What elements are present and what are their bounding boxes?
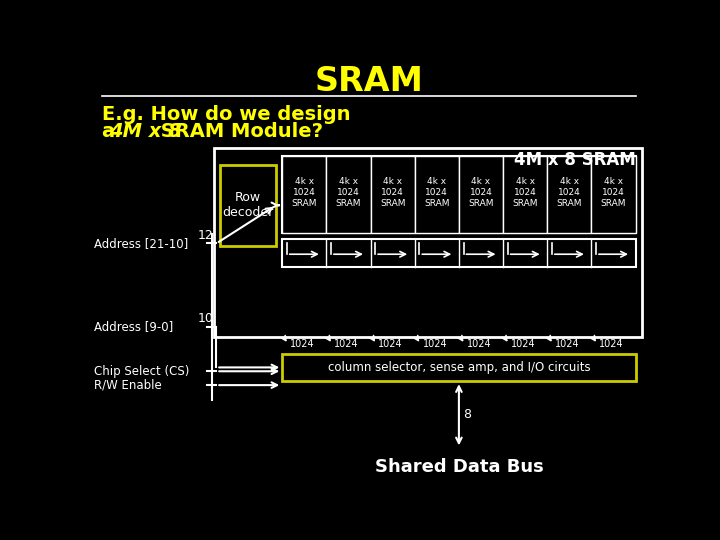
Text: Address [21-10]: Address [21-10] bbox=[94, 237, 188, 250]
Bar bbox=[326, 156, 371, 233]
Text: 4k x
1024
SRAM: 4k x 1024 SRAM bbox=[292, 177, 317, 208]
Bar bbox=[459, 156, 503, 233]
Bar bbox=[547, 156, 591, 233]
Text: SRAM Module?: SRAM Module? bbox=[153, 122, 323, 140]
Bar bbox=[282, 156, 636, 233]
Text: R/W Enable: R/W Enable bbox=[94, 379, 161, 392]
Bar bbox=[371, 156, 415, 233]
Bar bbox=[214, 148, 642, 336]
Text: 4k x
1024
SRAM: 4k x 1024 SRAM bbox=[424, 177, 449, 208]
Text: Row
decoder: Row decoder bbox=[222, 191, 274, 219]
Text: 1024: 1024 bbox=[467, 339, 491, 348]
Text: 1024: 1024 bbox=[290, 339, 315, 348]
Text: 1024: 1024 bbox=[555, 339, 580, 348]
Text: 1024: 1024 bbox=[423, 339, 447, 348]
Text: 4k x
1024
SRAM: 4k x 1024 SRAM bbox=[557, 177, 582, 208]
Bar bbox=[282, 156, 326, 233]
Text: 1024: 1024 bbox=[599, 339, 624, 348]
Text: 4M x 8: 4M x 8 bbox=[109, 122, 181, 140]
Text: 1024: 1024 bbox=[510, 339, 536, 348]
Text: 4M x 8 SRAM: 4M x 8 SRAM bbox=[514, 151, 636, 169]
Bar bbox=[220, 165, 276, 246]
Text: column selector, sense amp, and I/O circuits: column selector, sense amp, and I/O circ… bbox=[328, 361, 590, 374]
Text: 8: 8 bbox=[464, 408, 472, 421]
Bar bbox=[282, 354, 636, 381]
Text: 1024: 1024 bbox=[378, 339, 403, 348]
Text: SRAM: SRAM bbox=[315, 65, 423, 98]
Text: 1024: 1024 bbox=[334, 339, 359, 348]
Bar bbox=[282, 239, 636, 267]
Text: Shared Data Bus: Shared Data Bus bbox=[374, 458, 544, 476]
Text: Address [9-0]: Address [9-0] bbox=[94, 320, 173, 333]
Text: 4k x
1024
SRAM: 4k x 1024 SRAM bbox=[600, 177, 626, 208]
Text: 4k x
1024
SRAM: 4k x 1024 SRAM bbox=[336, 177, 361, 208]
Text: 4k x
1024
SRAM: 4k x 1024 SRAM bbox=[380, 177, 405, 208]
Bar bbox=[591, 156, 636, 233]
Bar bbox=[503, 156, 547, 233]
Text: 4k x
1024
SRAM: 4k x 1024 SRAM bbox=[513, 177, 538, 208]
Text: 12: 12 bbox=[198, 230, 213, 242]
Text: 4k x
1024
SRAM: 4k x 1024 SRAM bbox=[468, 177, 494, 208]
Text: Chip Select (CS): Chip Select (CS) bbox=[94, 364, 189, 378]
Text: a: a bbox=[102, 122, 122, 140]
Text: 10: 10 bbox=[198, 313, 214, 326]
Text: E.g. How do we design: E.g. How do we design bbox=[102, 105, 350, 124]
Bar bbox=[415, 156, 459, 233]
